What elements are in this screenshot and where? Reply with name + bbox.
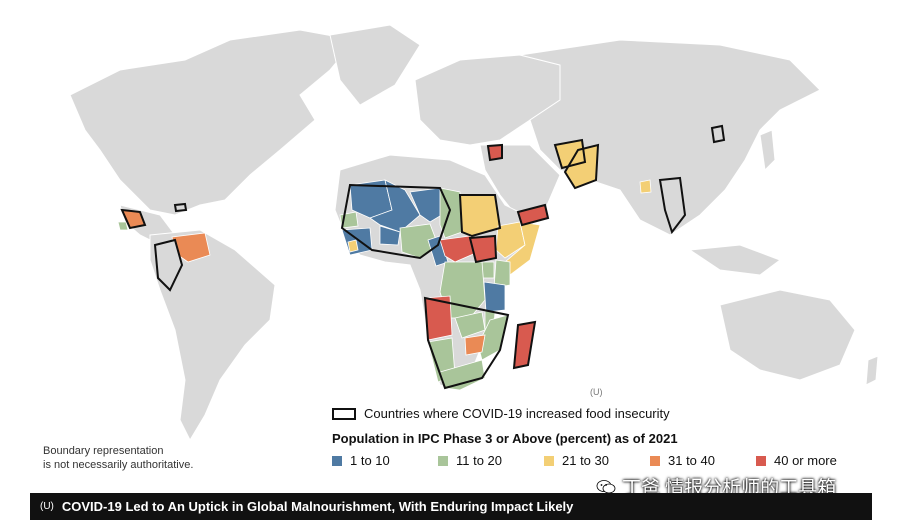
- outline-afghanistan: [553, 138, 587, 170]
- outline-madagascar: [512, 320, 537, 370]
- outline-north-korea: [710, 124, 726, 144]
- legend-swatch-31-40: [650, 455, 660, 466]
- banner-classification: (U): [40, 501, 54, 512]
- se-asia-islands-land: [688, 244, 782, 276]
- legend-swatch-1-10: [332, 455, 342, 466]
- outline-colombia: [153, 238, 184, 292]
- burkina-faso: [379, 225, 401, 246]
- legend-label-11-20: 11 to 20: [456, 453, 503, 468]
- south-america-land: [149, 229, 276, 442]
- caption-banner: (U) COVID-19 Led to An Uptick in Global …: [30, 493, 872, 520]
- legend-label-21-30: 21 to 30: [562, 453, 609, 468]
- legend-swatch-11-20: [438, 455, 448, 466]
- banner-title: COVID-19 Led to An Uptick in Global Maln…: [61, 499, 574, 514]
- outline-swatch: [332, 407, 356, 420]
- outline-yemen: [516, 203, 550, 227]
- zimbabwe: [464, 334, 486, 356]
- legend-outline-row: Countries where COVID-19 increased food …: [332, 406, 872, 421]
- covid-outlines: [120, 124, 726, 390]
- car: [439, 235, 479, 263]
- outline-pakistan: [563, 143, 600, 190]
- el-salvador: [117, 221, 129, 231]
- outline-south-sudan: [468, 234, 498, 264]
- tanzania: [483, 281, 506, 313]
- wechat-icon: [596, 479, 616, 495]
- legend-item-21-30: 21 to 30: [544, 453, 650, 468]
- north-america-land: [69, 29, 356, 216]
- legend-swatch-21-30: [544, 455, 554, 466]
- legend-outline-label: Countries where COVID-19 increased food …: [364, 406, 670, 421]
- legend-items: 1 to 10 11 to 20 21 to 30 31 to 40 40 or…: [332, 453, 872, 468]
- outline-myanmar: [658, 176, 687, 235]
- new-zealand-land: [865, 355, 879, 386]
- boundary-disclaimer: Boundary representation is not necessari…: [43, 444, 193, 472]
- legend-label-40-plus: 40 or more: [774, 453, 837, 468]
- outline-southern-africa: [423, 296, 510, 390]
- map-canvas: [69, 24, 879, 442]
- outline-west-africa: [340, 183, 452, 260]
- legend-title: Population in IPC Phase 3 or Above (perc…: [332, 431, 678, 446]
- legend-label-1-10: 1 to 10: [350, 453, 390, 468]
- outline-syria: [486, 143, 503, 162]
- outline-central-america: [120, 208, 147, 230]
- bangladesh: [639, 179, 652, 194]
- legend-item-1-10: 1 to 10: [332, 453, 438, 468]
- legend-label-31-40: 31 to 40: [668, 453, 715, 468]
- unclassified-marker: (U): [590, 387, 603, 397]
- ipc-countries: [117, 139, 652, 391]
- uganda: [481, 261, 495, 279]
- outline-sudan: [458, 194, 502, 238]
- greenland-land: [329, 24, 421, 106]
- australia-land: [719, 289, 856, 381]
- legend-swatch-40-plus: [756, 455, 766, 466]
- legend-item-11-20: 11 to 20: [438, 453, 544, 468]
- kenya: [493, 259, 511, 289]
- outline-haiti: [173, 202, 188, 213]
- asia-land: [519, 39, 821, 236]
- map-legend: Countries where COVID-19 increased food …: [332, 406, 872, 468]
- world-map: (U) Boundary representation is not neces…: [43, 24, 879, 472]
- sierra-leone: [347, 239, 359, 253]
- boundary-note-line2: is not necessarily authoritative.: [43, 459, 194, 471]
- mali: [369, 179, 421, 233]
- boundary-note-line1: Boundary representation: [43, 445, 164, 457]
- legend-item-40-plus: 40 or more: [756, 453, 862, 468]
- japan-land: [759, 129, 776, 172]
- legend-item-31-40: 31 to 40: [650, 453, 756, 468]
